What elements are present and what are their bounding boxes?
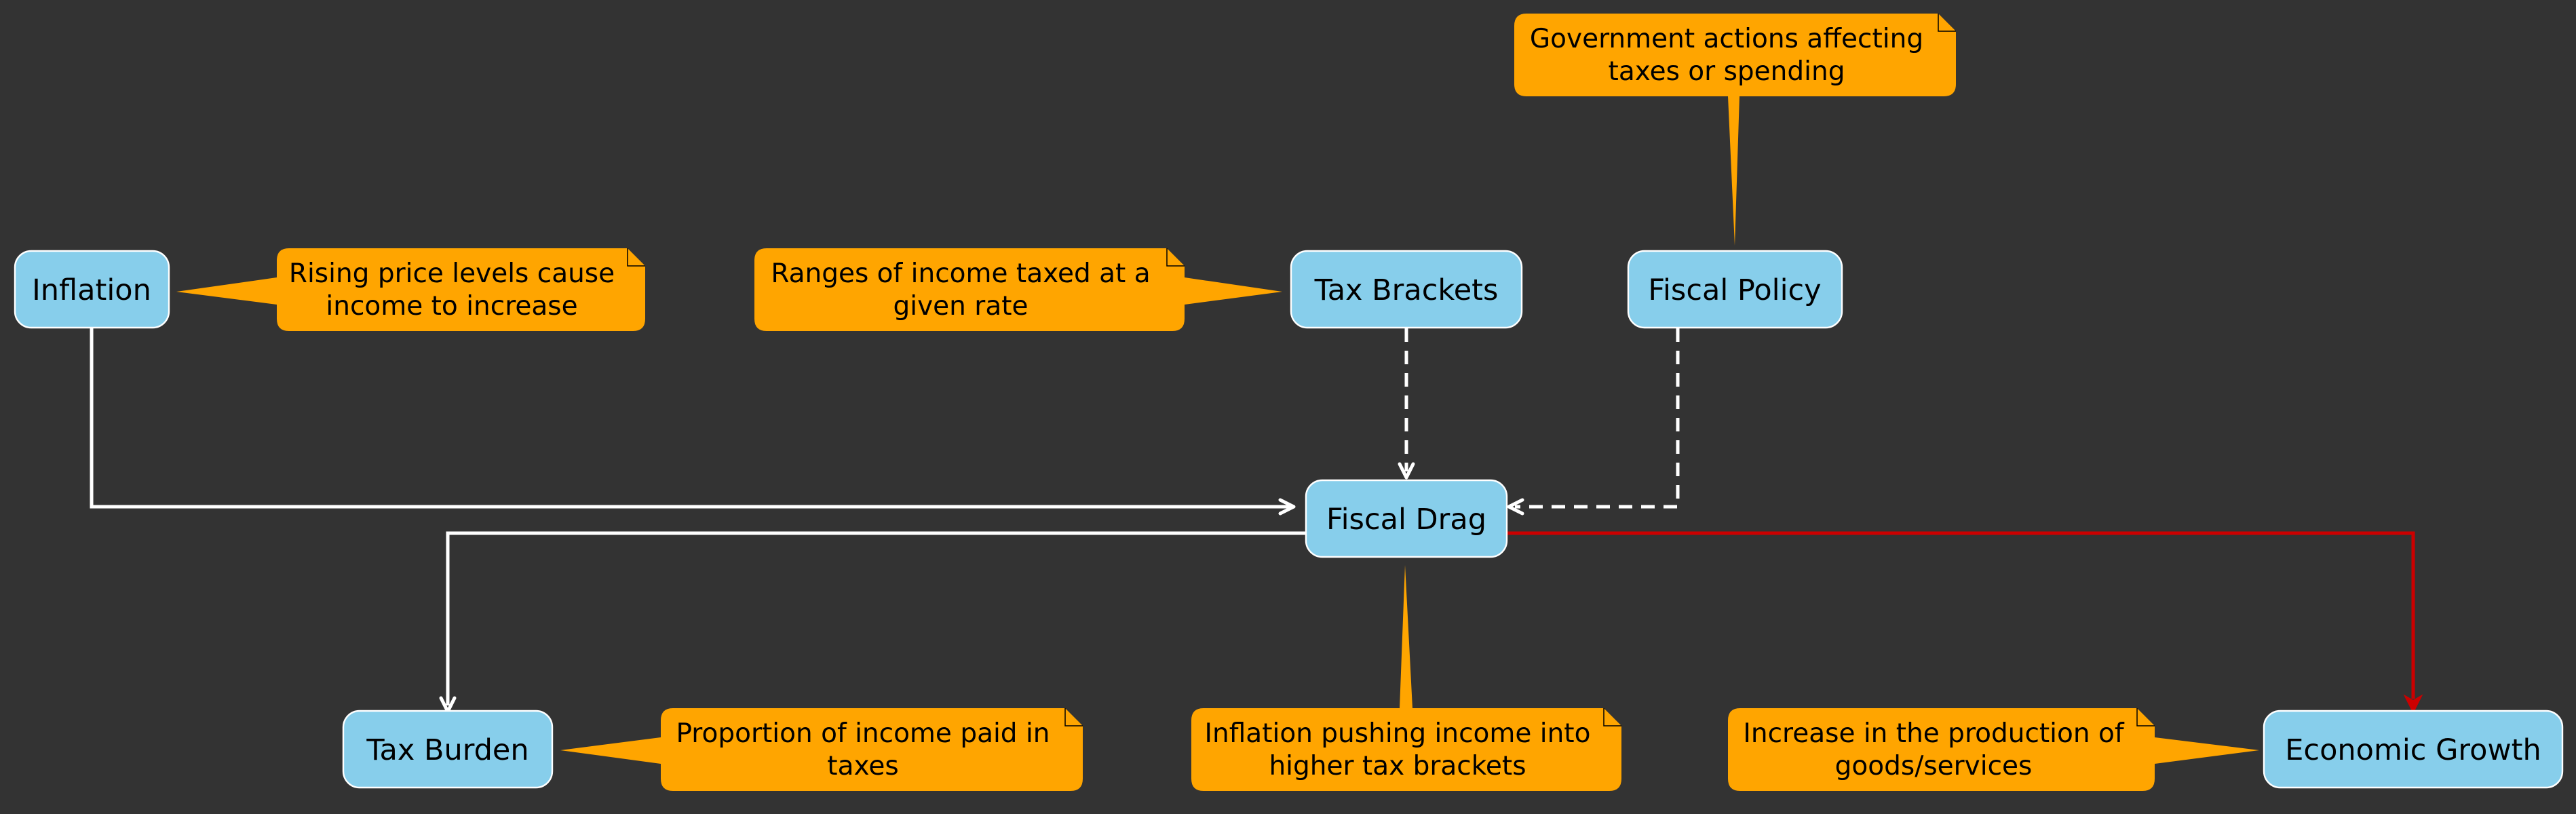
- node-fiscal-policy: Fiscal Policy: [1627, 250, 1843, 329]
- node-economic-growth: Economic Growth: [2263, 710, 2564, 789]
- note-tax-brackets-line-1: Ranges of income taxed at a: [771, 258, 1150, 289]
- note-fiscal-drag-line-2: higher tax brackets: [1269, 751, 1526, 781]
- node-tax-burden-label: Tax Burden: [366, 733, 528, 767]
- note-tax-burden: Proportion of income paid in taxes: [560, 708, 1083, 791]
- node-inflation-label: Inflation: [32, 273, 151, 307]
- edge-inflation-to-fiscal-drag: [90, 328, 1290, 509]
- arrowhead-economic-growth: [2403, 694, 2423, 714]
- node-economic-growth-label: Economic Growth: [2285, 733, 2541, 767]
- note-tax-brackets-line-2: given rate: [893, 291, 1029, 322]
- note-economic-growth-line-1: Increase in the production of: [1743, 718, 2124, 749]
- note-fiscal-drag-line-1: Inflation pushing income into: [1205, 718, 1591, 749]
- arrowhead-fiscal-drag-left: [1278, 498, 1296, 516]
- node-tax-brackets-label: Tax Brackets: [1314, 273, 1499, 307]
- note-tax-burden-line-1: Proportion of income paid in: [676, 718, 1050, 749]
- edge-fiscal-drag-to-tax-burden: [446, 531, 1306, 705]
- note-tax-burden-line-2: taxes: [827, 751, 898, 781]
- note-fiscal-policy-line-2: taxes or spending: [1609, 56, 1845, 87]
- note-fiscal-drag: Inflation pushing income into higher tax…: [1191, 565, 1621, 791]
- note-inflation-line-2: income to increase: [326, 291, 577, 322]
- note-fiscal-policy-line-1: Government actions affecting: [1530, 24, 1923, 54]
- node-inflation: Inflation: [14, 250, 170, 329]
- note-fiscal-policy: Government actions affecting taxes or sp…: [1514, 14, 1956, 246]
- note-economic-growth: Increase in the production of goods/serv…: [1728, 708, 2259, 791]
- arrowhead-fiscal-drag-right: [1507, 498, 1524, 516]
- note-economic-growth-line-2: goods/services: [1835, 751, 2033, 781]
- note-inflation: Rising price levels cause income to incr…: [176, 248, 645, 331]
- node-fiscal-drag: Fiscal Drag: [1305, 479, 1508, 558]
- arrowhead-fiscal-drag-top: [1398, 462, 1415, 480]
- note-inflation-line-1: Rising price levels cause: [289, 258, 615, 289]
- edge-fiscal-drag-to-economic-growth: [1507, 531, 2415, 699]
- node-fiscal-policy-label: Fiscal Policy: [1648, 273, 1821, 307]
- edge-fiscal-policy-to-fiscal-drag: [1515, 328, 1680, 509]
- node-tax-brackets: Tax Brackets: [1290, 250, 1523, 329]
- note-tax-brackets: Ranges of income taxed at a given rate: [754, 248, 1282, 331]
- node-tax-burden: Tax Burden: [342, 710, 554, 789]
- node-fiscal-drag-label: Fiscal Drag: [1326, 503, 1486, 537]
